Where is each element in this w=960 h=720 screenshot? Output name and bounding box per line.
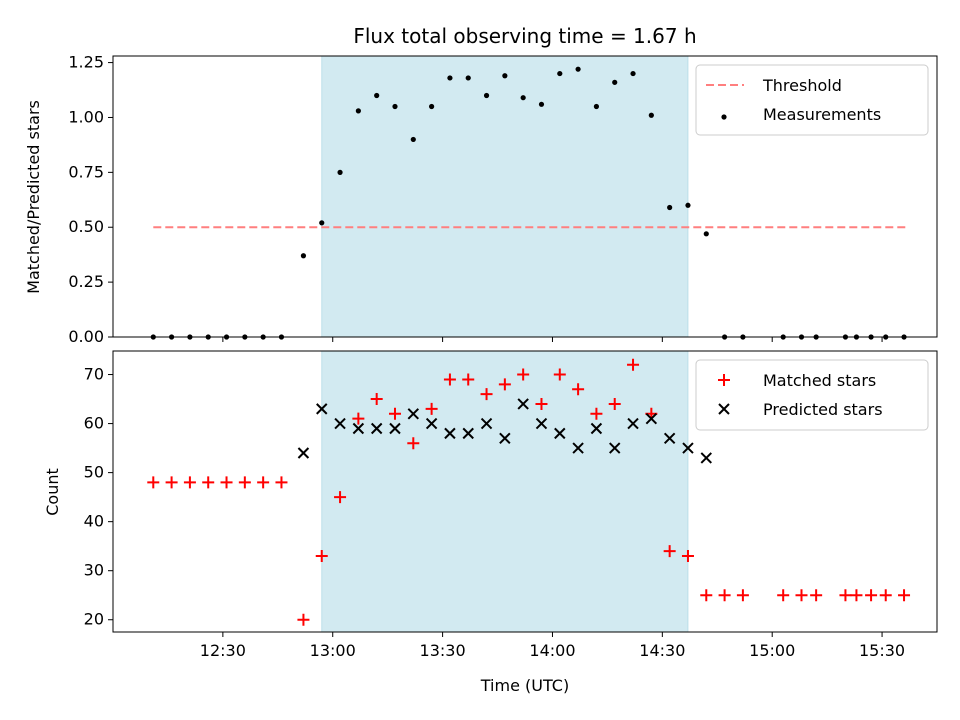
y-tick-label: 0.25 <box>68 272 104 291</box>
measurement-point <box>319 220 324 225</box>
top-y-axis-label: Matched/Predicted stars <box>24 100 43 294</box>
measurement-point <box>667 205 672 210</box>
x-tick-label: 14:00 <box>529 641 575 660</box>
measurement-point <box>521 95 526 100</box>
chart-title: Flux total observing time = 1.67 h <box>353 24 696 48</box>
legend: Matched stars Predicted stars <box>696 360 928 430</box>
y-tick-label: 70 <box>84 365 104 384</box>
y-tick-label: 0.00 <box>68 327 104 346</box>
measurement-point <box>557 71 562 76</box>
measurement-point <box>374 93 379 98</box>
measurement-point <box>466 75 471 80</box>
x-tick-label: 14:30 <box>639 641 685 660</box>
measurement-point <box>411 137 416 142</box>
measurement-point <box>447 75 452 80</box>
legend-label: Matched stars <box>763 371 876 390</box>
y-tick-label: 1.00 <box>68 107 104 126</box>
y-tick-label: 0.75 <box>68 162 104 181</box>
legend-label: Predicted stars <box>763 400 883 419</box>
x-tick-label: 15:00 <box>749 641 795 660</box>
y-tick-label: 20 <box>84 610 104 629</box>
y-tick-label: 1.25 <box>68 53 104 72</box>
measurement-point <box>502 73 507 78</box>
y-tick-label: 60 <box>84 414 104 433</box>
figure: Flux total observing time = 1.67 h 0.00 0… <box>0 0 960 720</box>
measurement-point <box>630 71 635 76</box>
y-tick-label: 50 <box>84 463 104 482</box>
y-tick-label: 30 <box>84 561 104 580</box>
x-tick-label: 12:30 <box>200 641 246 660</box>
measurement-point <box>356 108 361 113</box>
y-tick-label: 40 <box>84 512 104 531</box>
measurement-point <box>594 104 599 109</box>
legend-label: Threshold <box>762 76 842 95</box>
x-tick-label: 13:00 <box>310 641 356 660</box>
x-tick-label: 13:30 <box>420 641 466 660</box>
observing-span <box>322 56 688 337</box>
measurement-point <box>649 113 654 118</box>
legend: Threshold Measurements <box>696 65 928 135</box>
measurement-point <box>539 102 544 107</box>
measurement-point <box>392 104 397 109</box>
y-tick-label: 0.50 <box>68 217 104 236</box>
measurement-point <box>301 253 306 258</box>
x-tick-label: 15:30 <box>859 641 905 660</box>
measurement-point <box>484 93 489 98</box>
bottom-y-axis-label: Count <box>43 468 62 516</box>
measurement-point <box>576 67 581 72</box>
measurement-point <box>685 203 690 208</box>
legend-label: Measurements <box>763 105 881 124</box>
measurement-point <box>612 80 617 85</box>
measurement-point <box>429 104 434 109</box>
measurement-point <box>337 170 342 175</box>
measurement-point <box>704 231 709 236</box>
x-axis-label: Time (UTC) <box>480 676 569 695</box>
legend-measurement-swatch <box>721 114 726 119</box>
